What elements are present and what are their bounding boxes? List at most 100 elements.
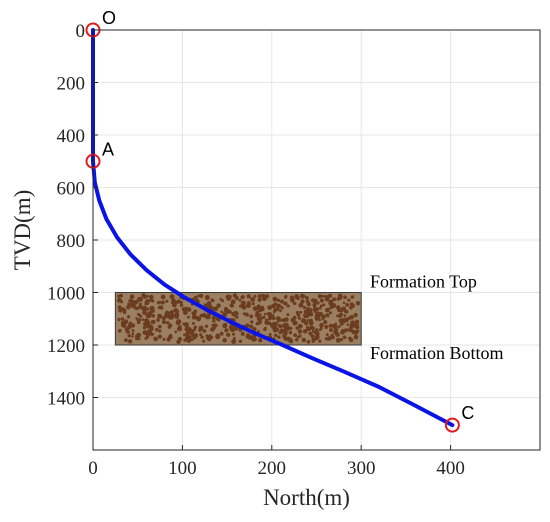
texture-dot [207, 337, 212, 342]
texture-dot [349, 322, 353, 326]
texture-dot [183, 338, 187, 342]
texture-dot [318, 318, 322, 322]
texture-dot [297, 323, 303, 329]
texture-dot [336, 314, 340, 318]
texture-dot [127, 302, 130, 306]
texture-dot [196, 316, 201, 322]
texture-dot [147, 311, 153, 316]
texture-dot [244, 312, 249, 317]
texture-dot [142, 309, 146, 313]
texture-dot [121, 307, 125, 311]
texture-dot [289, 326, 293, 331]
texture-dot [283, 328, 288, 333]
texture-dot [128, 298, 133, 304]
texture-dot [309, 323, 313, 326]
texture-dot [203, 303, 208, 308]
texture-dot [262, 315, 266, 319]
texture-dot [127, 330, 130, 334]
texture-dot [193, 325, 197, 329]
texture-dot [252, 326, 257, 332]
texture-dot [159, 305, 164, 310]
texture-dot [302, 305, 307, 310]
y-tick-label: 200 [57, 74, 86, 95]
texture-dot [246, 333, 250, 338]
texture-dot [128, 321, 133, 326]
texture-dot [120, 317, 125, 321]
texture-dot [166, 321, 170, 325]
texture-dot [319, 304, 323, 308]
texture-dot [264, 318, 269, 323]
texture-dot [130, 323, 136, 328]
texture-dot [288, 330, 293, 335]
texture-dot [190, 338, 194, 342]
texture-dot [226, 332, 231, 338]
texture-dot [321, 314, 326, 319]
texture-dot [258, 313, 262, 317]
texture-dot [277, 323, 282, 328]
y-tick-label: 600 [57, 179, 86, 200]
texture-dot [257, 297, 262, 302]
texture-dot [199, 293, 204, 298]
texture-dot [210, 327, 215, 332]
texture-dot [297, 316, 301, 320]
point-label-a: A [102, 139, 114, 159]
texture-dot [296, 313, 301, 317]
texture-dot [299, 293, 305, 299]
texture-dot [296, 335, 300, 339]
texture-dot [238, 298, 242, 302]
texture-dot [257, 294, 262, 298]
texture-dot [346, 323, 350, 326]
texture-dot [201, 312, 207, 318]
texture-dot [144, 318, 149, 322]
texture-dot [286, 304, 290, 308]
texture-dot [348, 336, 352, 341]
texture-dot [351, 329, 357, 335]
texture-dot [255, 311, 259, 315]
texture-dot [157, 306, 161, 310]
texture-dot [314, 335, 320, 341]
texture-dot [202, 339, 206, 343]
texture-dot [240, 296, 244, 299]
texture-dot [329, 304, 334, 309]
texture-dot [250, 297, 255, 302]
texture-dot [193, 309, 198, 314]
texture-dot [319, 298, 324, 303]
texture-dot [117, 317, 121, 322]
texture-dot [146, 294, 149, 298]
texture-dot [324, 325, 329, 329]
texture-dot [254, 337, 257, 341]
texture-dot [335, 332, 340, 337]
texture-dot [294, 338, 299, 342]
texture-dot [284, 322, 289, 328]
texture-dot [311, 330, 315, 334]
texture-dot [232, 332, 236, 336]
texture-dot [293, 333, 297, 337]
texture-dot [305, 299, 310, 304]
texture-dot [319, 322, 324, 328]
texture-dot [127, 333, 131, 338]
texture-dot [215, 317, 220, 321]
texture-dot [348, 327, 353, 333]
texture-dot [226, 296, 231, 301]
texture-dot [180, 301, 183, 304]
texture-dot [156, 318, 160, 322]
texture-dot [182, 310, 188, 315]
point-markers: O A C [85, 8, 474, 433]
texture-dot [150, 333, 154, 337]
texture-dot [307, 310, 313, 316]
texture-dot [141, 318, 145, 322]
texture-dot [231, 300, 236, 305]
texture-dot [275, 327, 280, 332]
texture-dot [173, 308, 179, 313]
x-tick-label: 200 [258, 458, 287, 479]
texture-dot [135, 336, 139, 341]
texture-dot [267, 305, 273, 310]
x-tick-label: 0 [88, 458, 98, 479]
texture-dot [200, 335, 204, 339]
texture-dot [183, 333, 186, 337]
texture-dot [253, 294, 257, 298]
formation-bottom-label: Formation Bottom [370, 343, 504, 363]
texture-dot [292, 315, 297, 320]
texture-dot [230, 304, 234, 308]
